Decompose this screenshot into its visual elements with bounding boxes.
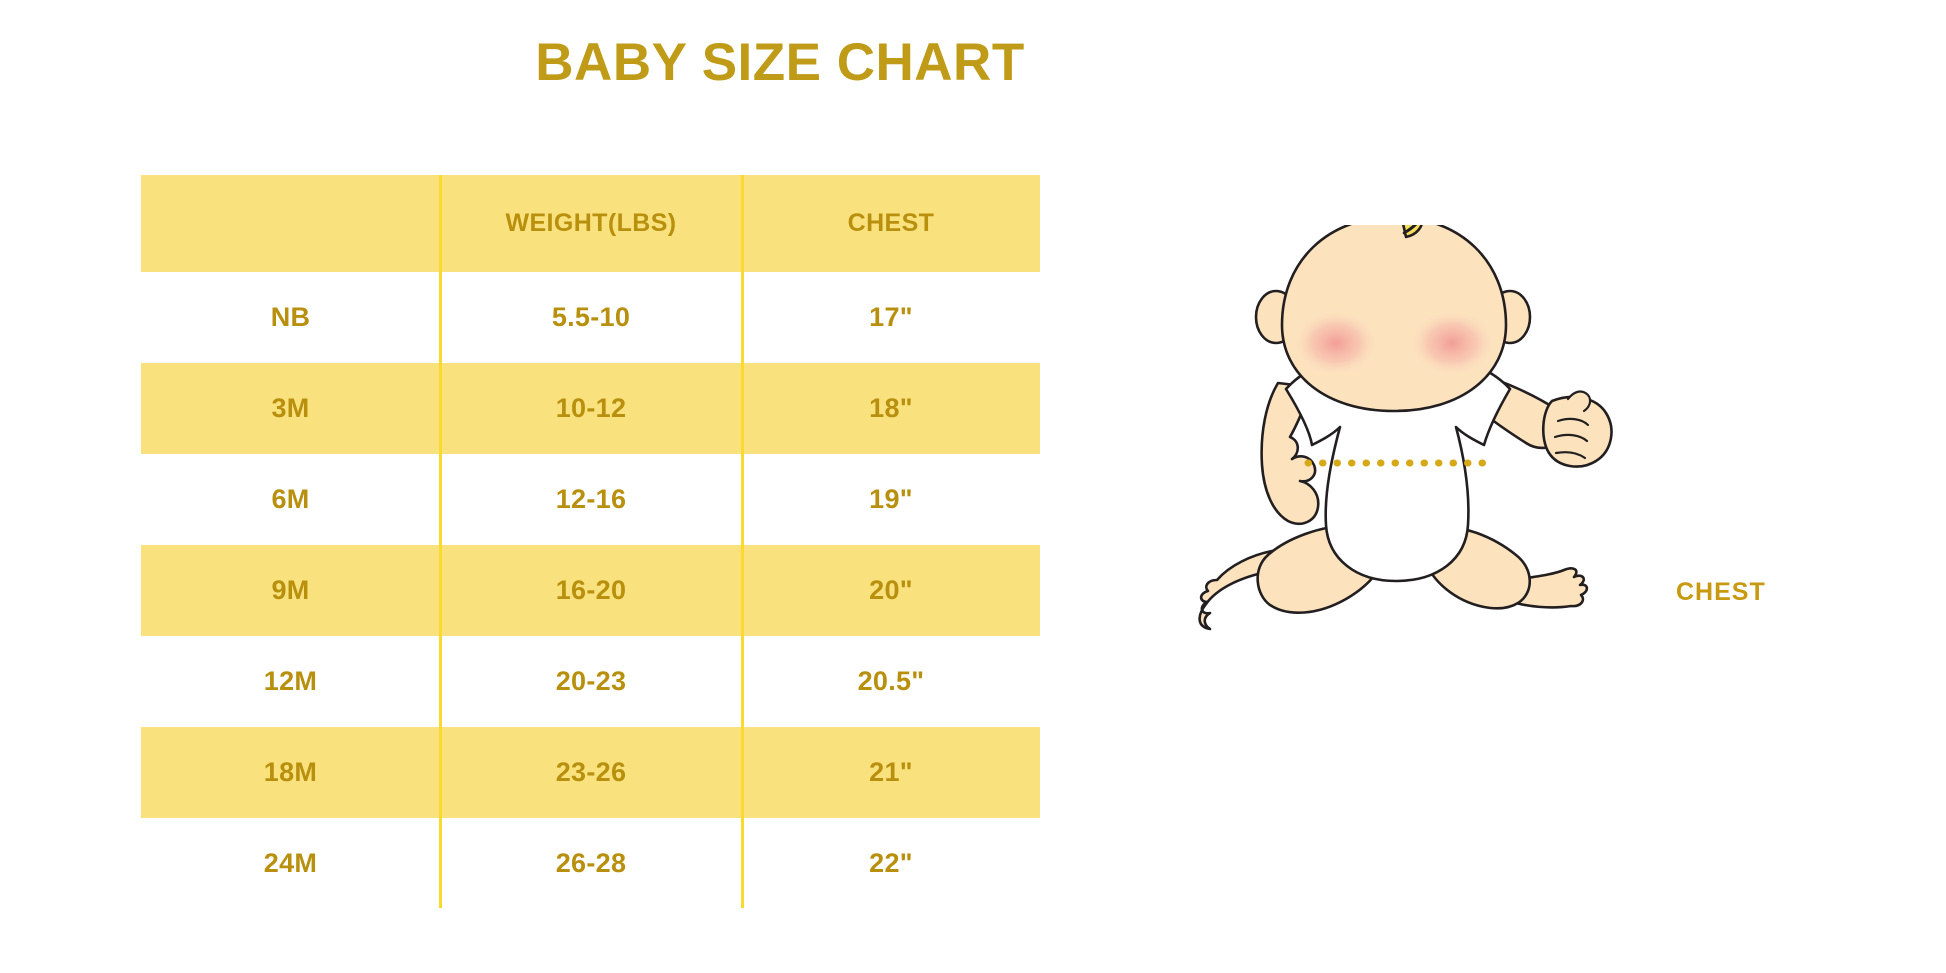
cell-size: 6M (271, 484, 310, 514)
cell-chest: 21" (869, 757, 913, 787)
cell-chest: 22" (869, 848, 913, 878)
cell-size: 9M (271, 575, 310, 605)
table-row: 24M 26-28 22" (141, 818, 1040, 909)
cell-weight: 16-20 (555, 575, 627, 605)
cell-weight: 23-26 (555, 757, 627, 787)
chest-measure-label: CHEST (1676, 578, 1766, 606)
cell-size: 3M (271, 393, 310, 423)
column-divider-2 (741, 175, 744, 908)
right-fist (1542, 395, 1613, 468)
table-row: 9M 16-20 20" (141, 545, 1040, 636)
table-row: 18M 23-26 21" (141, 727, 1040, 818)
table-row: 12M 20-23 20.5" (141, 636, 1040, 727)
table-row: 3M 10-12 18" (141, 363, 1040, 454)
cell-weight: 12-16 (555, 484, 627, 514)
cell-size: NB (270, 302, 311, 332)
left-cheek-blush (1292, 309, 1380, 377)
cell-chest: 19" (869, 484, 913, 514)
column-divider-1 (439, 175, 442, 908)
cell-chest: 20" (869, 575, 913, 605)
header-cell-weight: WEIGHT(LBS) (505, 209, 677, 237)
hair-curl (1402, 225, 1423, 239)
onesie (1284, 349, 1512, 583)
right-cheek-blush (1408, 309, 1496, 377)
cell-chest: 18" (869, 393, 913, 423)
cell-chest: 20.5" (857, 666, 925, 696)
cell-size: 24M (263, 848, 318, 878)
header-cell-chest: CHEST (847, 209, 935, 237)
cell-size: 12M (263, 666, 318, 696)
cell-weight: 5.5-10 (551, 302, 631, 332)
size-table: WEIGHT(LBS) CHEST NB 5.5-10 17" 3M 10-12… (141, 175, 1040, 909)
table-row: NB 5.5-10 17" (141, 272, 1040, 363)
cell-size: 18M (263, 757, 318, 787)
page-title: BABY SIZE CHART (535, 33, 1025, 92)
cell-weight: 20-23 (555, 666, 627, 696)
baby-figure-icon (1160, 225, 1620, 685)
table-row: 6M 12-16 19" (141, 454, 1040, 545)
left-foot-toes (1198, 549, 1274, 631)
cell-weight: 26-28 (555, 848, 627, 878)
left-arm (1260, 381, 1320, 526)
cell-weight: 10-12 (555, 393, 627, 423)
cell-chest: 17" (869, 302, 913, 332)
table-header-row: WEIGHT(LBS) CHEST (141, 175, 1040, 272)
